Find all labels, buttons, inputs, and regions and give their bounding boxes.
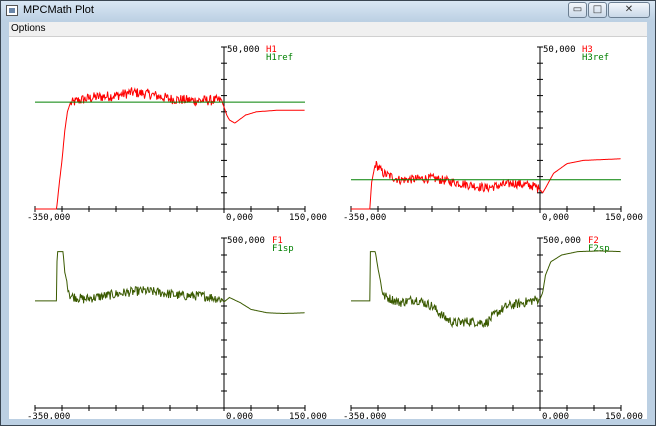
- y-top-label: 50,000: [227, 45, 260, 55]
- close-button[interactable]: ✕: [608, 2, 650, 18]
- y-top-label: 500,000: [227, 236, 265, 246]
- menu-bar: Options: [9, 22, 647, 37]
- x-tick-label: 150,000: [605, 213, 643, 223]
- legend-entry: H3: [582, 45, 593, 55]
- menu-options[interactable]: Options: [11, 23, 46, 34]
- minimize-button[interactable]: ▭: [568, 2, 587, 18]
- x-tick-label: 0,000: [226, 213, 253, 223]
- x-tick-label: 0,000: [226, 412, 253, 419]
- legend-entry: F1sp: [272, 244, 294, 254]
- series-line-f1sp: [35, 251, 305, 314]
- x-tick-label: 0,000: [542, 213, 569, 223]
- app-icon: [6, 5, 18, 16]
- legend-entry: F2: [588, 236, 599, 246]
- x-tick-label: -350,000: [343, 213, 386, 223]
- x-tick-label: 150,000: [605, 412, 643, 419]
- legend-entry: H3ref: [582, 53, 609, 63]
- legend-entry: F1: [272, 236, 283, 246]
- x-tick-label: 150,000: [289, 213, 327, 223]
- legend-entry: H1ref: [266, 53, 293, 63]
- maximize-icon: □: [592, 4, 603, 15]
- x-tick-label: -350,000: [27, 412, 70, 419]
- x-tick-label: 150,000: [289, 412, 327, 419]
- minimize-icon: ▭: [572, 4, 583, 15]
- series-line-h1: [35, 87, 305, 210]
- plot-area: -350,000 0,000 150,000 50,000 H1 H1ref -350,00…: [9, 37, 647, 422]
- x-tick-label: 0,000: [542, 412, 569, 419]
- legend-entry: F2sp: [588, 244, 610, 254]
- x-tick-label: -350,000: [343, 412, 386, 419]
- close-icon: ✕: [624, 4, 634, 15]
- maximize-button[interactable]: □: [588, 2, 607, 18]
- legend-entry: H1: [266, 45, 277, 55]
- y-top-label: 50,000: [543, 45, 576, 55]
- title-bar[interactable]: MPCMath Plot ▭ □ ✕: [1, 1, 655, 21]
- y-top-label: 500,000: [543, 236, 581, 246]
- window-title: MPCMath Plot: [23, 4, 94, 16]
- series-line-h3: [351, 158, 621, 210]
- x-tick-label: -350,000: [27, 213, 70, 223]
- series-line-f2sp: [351, 250, 621, 329]
